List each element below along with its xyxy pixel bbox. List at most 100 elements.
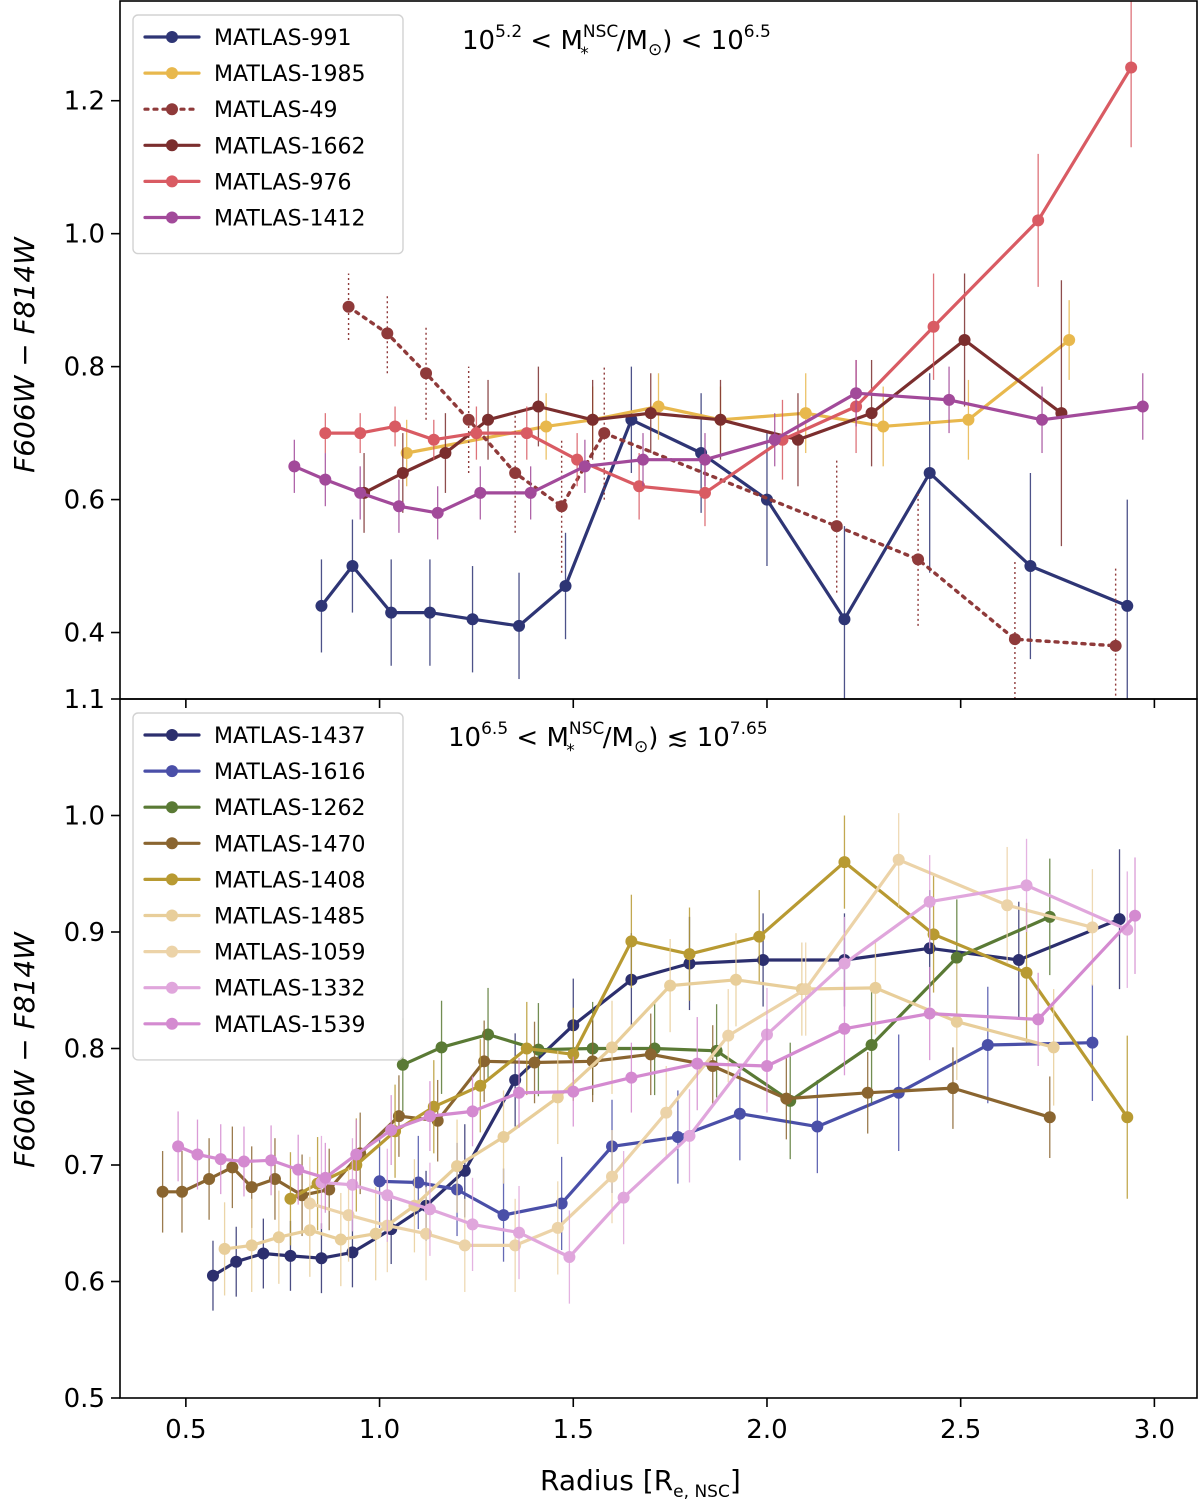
data-point bbox=[462, 413, 475, 426]
x-tick-label: 3.0 bbox=[1134, 1415, 1175, 1445]
data-point bbox=[540, 420, 553, 433]
data-point bbox=[698, 453, 711, 466]
data-point bbox=[865, 407, 878, 420]
legend-marker bbox=[166, 139, 178, 152]
data-point bbox=[950, 951, 963, 964]
data-point bbox=[811, 1120, 824, 1133]
data-point bbox=[474, 486, 487, 499]
data-point bbox=[1043, 1111, 1056, 1124]
data-point bbox=[927, 320, 940, 333]
data-point bbox=[838, 856, 851, 869]
legend-item: MATLAS-1059 bbox=[143, 941, 365, 966]
data-point bbox=[203, 1172, 216, 1185]
series-line bbox=[362, 338, 1064, 495]
data-point bbox=[912, 553, 925, 566]
data-point bbox=[509, 466, 522, 479]
series-MATLAS-976 bbox=[319, 1, 1138, 527]
legend-item: MATLAS-1332 bbox=[143, 977, 365, 1002]
data-point bbox=[396, 466, 409, 479]
data-point bbox=[346, 560, 359, 573]
data-point bbox=[513, 1086, 526, 1099]
data-point bbox=[865, 1039, 878, 1052]
legend-item: MATLAS-1985 bbox=[143, 62, 365, 87]
data-point bbox=[513, 619, 526, 632]
data-point bbox=[466, 613, 479, 626]
legend-marker bbox=[166, 103, 178, 116]
data-point bbox=[191, 1148, 204, 1161]
data-point bbox=[431, 506, 444, 519]
legend-label: MATLAS-1616 bbox=[214, 760, 365, 785]
data-point bbox=[346, 1246, 359, 1259]
data-point bbox=[245, 1181, 258, 1194]
data-point bbox=[780, 1092, 793, 1105]
data-point bbox=[392, 500, 405, 513]
x-tick-label: 2.0 bbox=[746, 1415, 787, 1445]
data-point bbox=[555, 500, 568, 513]
data-point bbox=[400, 447, 413, 460]
data-point bbox=[838, 1022, 851, 1035]
data-point bbox=[683, 1129, 696, 1142]
top-y-axis: 0.4 0.6 0.8 1.0 1.2 bbox=[64, 87, 120, 649]
series-line bbox=[319, 418, 1129, 628]
data-point bbox=[319, 1171, 332, 1184]
data-point bbox=[830, 520, 843, 533]
y-tick-label: 1.1 bbox=[64, 685, 105, 715]
legend-marker bbox=[166, 175, 178, 188]
data-point bbox=[757, 953, 770, 966]
data-point bbox=[714, 413, 727, 426]
top-series-layer bbox=[288, 1, 1149, 699]
data-point bbox=[1113, 913, 1126, 926]
top-y-axis-label: F606W − F814W bbox=[8, 236, 41, 473]
legend-label: MATLAS-1437 bbox=[214, 724, 365, 749]
data-point bbox=[1001, 899, 1014, 912]
data-point bbox=[509, 1073, 522, 1086]
y-tick-label: 0.8 bbox=[64, 353, 105, 383]
data-point bbox=[625, 1071, 638, 1084]
data-point bbox=[1121, 1111, 1134, 1124]
legend-marker bbox=[166, 945, 178, 958]
data-point bbox=[257, 1247, 270, 1260]
legend-marker bbox=[166, 981, 178, 994]
data-point bbox=[439, 447, 452, 460]
data-point bbox=[1020, 879, 1033, 892]
data-point bbox=[435, 1041, 448, 1054]
data-point bbox=[799, 407, 812, 420]
data-point bbox=[427, 433, 440, 446]
data-point bbox=[423, 1203, 436, 1216]
legend-box bbox=[132, 712, 404, 1061]
data-point bbox=[381, 327, 394, 340]
data-point bbox=[482, 413, 495, 426]
data-point bbox=[482, 1028, 495, 1041]
legend-label: MATLAS-1332 bbox=[214, 977, 365, 1002]
data-point bbox=[551, 1091, 564, 1104]
data-point bbox=[606, 1170, 619, 1183]
legend-label: MATLAS-991 bbox=[214, 26, 351, 51]
data-point bbox=[396, 1058, 409, 1071]
data-point bbox=[524, 486, 537, 499]
data-point bbox=[578, 460, 591, 473]
legend-item: MATLAS-1412 bbox=[143, 207, 365, 232]
data-point bbox=[1086, 921, 1099, 934]
data-point bbox=[799, 983, 812, 996]
legend-item: MATLAS-1662 bbox=[143, 134, 365, 159]
data-point bbox=[567, 1048, 580, 1061]
data-point bbox=[1136, 400, 1149, 413]
bottom-legend: MATLAS-1437 MATLAS-1616 MATLAS-1262 MATLAS-… bbox=[132, 712, 404, 1061]
x-axis: 0.5 1.0 1.5 2.0 2.5 3.0 bbox=[165, 699, 1175, 1445]
data-point bbox=[389, 420, 402, 433]
series-line bbox=[308, 858, 1095, 1248]
legend-label: MATLAS-49 bbox=[214, 98, 337, 123]
data-point bbox=[962, 413, 975, 426]
data-point bbox=[1086, 1036, 1099, 1049]
data-point bbox=[466, 1105, 479, 1118]
data-point bbox=[892, 853, 905, 866]
data-point bbox=[245, 1239, 258, 1252]
legend-label: MATLAS-1539 bbox=[214, 1013, 365, 1038]
data-point bbox=[958, 334, 971, 347]
legend-label: MATLAS-1470 bbox=[214, 832, 365, 857]
data-point bbox=[451, 1160, 464, 1173]
data-point bbox=[497, 1131, 510, 1144]
series-line bbox=[346, 305, 1118, 648]
x-tick-label: 0.5 bbox=[165, 1415, 206, 1445]
bottom-y-axis: 0.5 0.6 0.7 0.8 0.9 1.0 1.1 bbox=[64, 685, 120, 1414]
